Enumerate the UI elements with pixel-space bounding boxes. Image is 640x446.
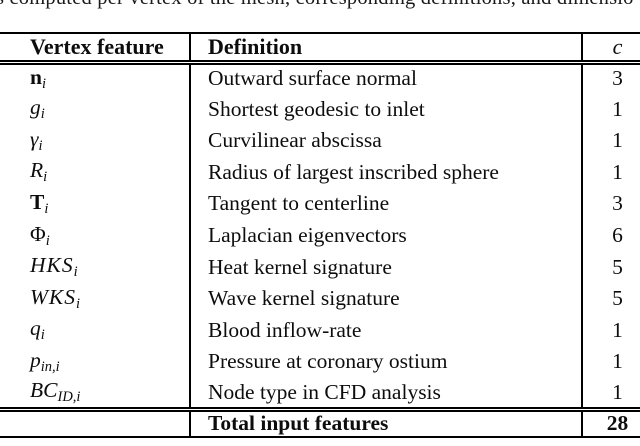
table-row: gi Shortest geodesic to inlet 1 [0,93,640,126]
total-empty-cell [0,407,191,437]
table-row: HKSi Heat kernel signature 5 [0,251,640,284]
symbol-base: WKS [30,284,76,309]
dimension-cell: 1 [581,156,640,189]
symbol-base: q [30,316,41,341]
dimension-cell: 6 [581,219,640,252]
table-row: WKSi Wave kernel signature 5 [0,283,640,315]
table-row: qi Blood inflow-rate 1 [0,314,640,347]
total-label: Total input features [190,407,582,437]
symbol-base: T [30,189,45,214]
table-row: pin,i Pressure at coronary ostium 1 [0,346,640,378]
symbol-subscript: ID,i [57,389,81,406]
table-caption-clipped: s computed per vertex of the mesh, corre… [0,0,640,10]
dimension-cell: 3 [581,188,640,220]
dimension-cell: 1 [581,314,640,347]
symbol-subscript: i [73,264,78,281]
definition-cell: Heat kernel signature [208,254,392,279]
definition-cell: Outward surface normal [208,66,417,91]
definition-cell: Blood inflow-rate [208,317,362,342]
symbol-subscript: i [38,137,43,154]
symbol-base: g [30,95,41,120]
feature-symbol-cell: HKSi [0,251,191,284]
feature-symbol-cell: ni [0,62,191,94]
dimension-cell: 1 [581,93,640,126]
table-row: Ti Tangent to centerline 3 [0,188,640,220]
definition-cell: Laplacian eigenvectors [208,223,407,248]
table-row: γi Curvilinear abscissa 1 [0,125,640,157]
symbol-subscript: i [41,75,46,92]
symbol-subscript: i [40,106,45,123]
table-body: ni Outward surface normal 3 gi Shortest … [0,62,640,410]
symbol-base: Φ [30,221,46,246]
definition-cell: Curvilinear abscissa [208,128,382,153]
definition-cell: Shortest geodesic to inlet [208,96,425,121]
feature-symbol-cell: qi [0,314,191,347]
dimension-cell: 3 [581,62,640,94]
vertex-feature-table: Vertex feature Definition c ni Outward s… [0,32,640,438]
symbol-base: p [30,347,41,372]
total-value: 28 [581,407,640,437]
dimension-cell: 5 [581,251,640,284]
symbol-subscript: i [44,200,49,217]
symbol-base: γ [30,126,39,151]
table-row: Ri Radius of largest inscribed sphere 1 [0,156,640,189]
symbol-subscript: i [40,327,45,344]
symbol-subscript: i [76,295,81,312]
feature-symbol-cell: WKSi [0,283,191,315]
definition-cell: Tangent to centerline [208,191,390,216]
dimension-cell: 1 [581,377,640,410]
total-row: Total input features 28 [0,407,640,437]
definition-cell: Radius of largest inscribed sphere [208,159,499,184]
table-header: Vertex feature Definition c [0,33,640,65]
definition-cell: Node type in CFD analysis [208,379,441,404]
feature-symbol-cell: γi [0,125,191,157]
symbol-base: BC [30,378,58,403]
feature-symbol-cell: Φi [0,219,191,252]
definition-cell: Wave kernel signature [208,286,400,311]
table-row: BCID,i Node type in CFD analysis 1 [0,377,640,410]
symbol-base: HKS [30,253,74,278]
header-row: Vertex feature Definition c [0,33,640,65]
table-footer: Total input features 28 [0,407,640,437]
feature-symbol-cell: BCID,i [0,377,191,410]
feature-symbol-cell: Ti [0,188,191,220]
symbol-subscript: i [45,232,50,249]
header-c: c [581,33,640,65]
feature-symbol-cell: Ri [0,156,191,189]
symbol-base: n [30,64,42,89]
dimension-cell: 5 [581,283,640,315]
table-row: Φi Laplacian eigenvectors 6 [0,219,640,252]
symbol-subscript: i [43,169,48,186]
feature-symbol-cell: pin,i [0,346,191,378]
definition-cell: Pressure at coronary ostium [208,349,448,374]
dimension-cell: 1 [581,125,640,157]
table-row: ni Outward surface normal 3 [0,62,640,94]
header-definition: Definition [190,33,582,65]
header-vertex-feature: Vertex feature [0,33,191,65]
feature-symbol-cell: gi [0,93,191,126]
symbol-subscript: in,i [40,358,60,375]
symbol-base: R [30,158,44,183]
dimension-cell: 1 [581,346,640,378]
